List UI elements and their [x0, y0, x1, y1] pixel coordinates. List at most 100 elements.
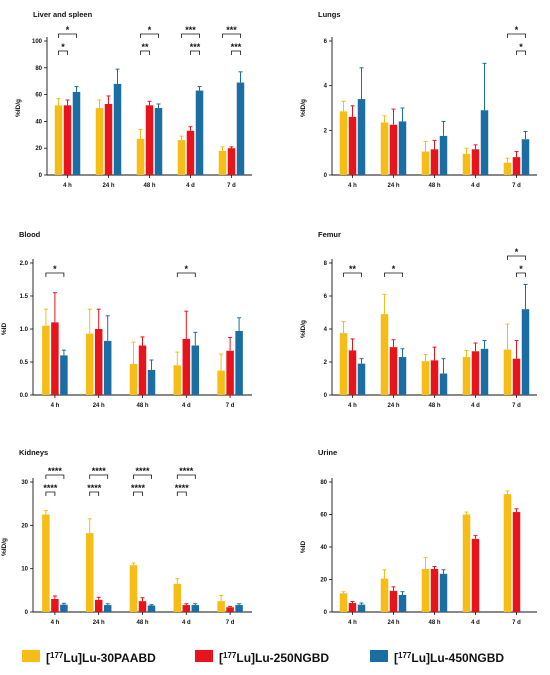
bar — [357, 363, 366, 395]
x-tick-label: 24 h — [387, 620, 399, 626]
bar — [95, 108, 104, 175]
bar — [227, 148, 236, 175]
significance-bracket — [231, 50, 241, 55]
significance-label: **** — [175, 483, 190, 493]
y-tick-label: 20 — [35, 146, 42, 152]
bar — [103, 605, 112, 612]
bar — [236, 82, 245, 175]
significance-bracket — [190, 50, 200, 55]
bar — [521, 309, 530, 395]
y-tick-label: 4 — [324, 327, 328, 333]
x-tick-label: 48 h — [428, 183, 440, 189]
significance-label: **** — [43, 483, 58, 493]
legend-swatch-0 — [22, 650, 40, 662]
significance-bracket — [507, 255, 526, 260]
panel-0: Liver and spleen %ID/g 0 20 40 60 80 100 4 h 24 h… — [15, 10, 252, 189]
y-tick-label: 0 — [39, 173, 43, 179]
y-axis-label: %ID/g — [1, 538, 8, 556]
bar — [380, 314, 389, 395]
significance-bracket — [176, 272, 196, 277]
x-tick-label: 4 d — [471, 620, 480, 626]
x-tick-label: 48 h — [136, 403, 148, 409]
significance-label: * — [392, 264, 396, 274]
y-tick-label: 0 — [25, 610, 29, 616]
bar — [430, 149, 439, 175]
bar — [421, 151, 430, 175]
y-tick-label: 6 — [324, 39, 328, 45]
bar — [398, 357, 407, 395]
panel-title: Liver and spleen — [33, 10, 93, 19]
panel-1: Lungs %ID/g 0 2 4 6 4 h 24 h 48 h 4 d 7 d ** — [300, 10, 537, 189]
bar — [42, 514, 50, 612]
y-tick-label: 80 — [35, 66, 42, 72]
bar — [235, 330, 243, 395]
x-tick-label: 7 d — [512, 183, 521, 189]
y-tick-label: 1.0 — [20, 327, 29, 333]
significance-label: **** — [48, 466, 63, 476]
significance-bracket — [140, 33, 159, 38]
x-tick-label: 4 d — [471, 403, 480, 409]
bar — [430, 568, 439, 612]
y-axis-label: %ID — [300, 541, 307, 554]
bar — [54, 105, 63, 175]
bar — [512, 358, 521, 395]
y-tick-label: 60 — [320, 513, 327, 519]
x-tick-label: 4 d — [182, 403, 191, 409]
significance-bracket — [343, 272, 362, 277]
bar — [173, 583, 182, 612]
legend-label-2: [177Lu]Lu-450NGBD — [394, 651, 504, 665]
bar — [348, 350, 357, 395]
x-tick-label: 7 d — [512, 620, 521, 626]
bar — [154, 108, 163, 175]
legend-swatch-1 — [195, 650, 213, 662]
y-tick-label: 0.0 — [20, 393, 29, 399]
bar — [226, 607, 234, 612]
bar — [421, 568, 430, 612]
bar — [439, 573, 448, 612]
significance-label: * — [53, 264, 57, 274]
bar — [104, 103, 113, 175]
panel-4: Kidneys %ID/g 0 10 20 30 4 h 24 h 48 h 4 d 7 d ****… — [1, 448, 252, 626]
bar — [503, 494, 512, 612]
significance-label: *** — [231, 42, 242, 52]
significance-bracket — [516, 50, 526, 55]
bar — [462, 514, 471, 612]
significance-bracket — [133, 491, 143, 496]
bar — [512, 157, 521, 175]
x-tick-label: 24 h — [93, 620, 105, 626]
significance-label: * — [515, 247, 519, 257]
significance-bracket — [176, 491, 187, 496]
bar — [60, 604, 68, 612]
panel-title: Lungs — [318, 10, 341, 19]
bar — [173, 365, 182, 395]
x-tick-label: 4 d — [471, 183, 480, 189]
bar — [339, 333, 348, 395]
x-tick-label: 4 h — [51, 620, 60, 626]
bar — [357, 99, 366, 175]
significance-bracket — [181, 33, 200, 38]
bar — [480, 110, 489, 175]
bar — [380, 578, 389, 612]
legend: [177Lu]Lu-30PAABD [177Lu]Lu-250NGBD [177… — [22, 650, 504, 665]
legend-swatch-2 — [370, 650, 388, 662]
bar — [512, 512, 521, 612]
y-tick-label: 40 — [35, 119, 42, 125]
significance-label: * — [519, 264, 523, 274]
y-axis-label: %ID/g — [300, 99, 307, 117]
x-tick-label: 4 h — [51, 403, 60, 409]
x-tick-label: 4 h — [348, 403, 357, 409]
y-tick-label: 4 — [324, 84, 328, 90]
significance-label: * — [148, 25, 152, 35]
significance-bracket — [516, 272, 526, 277]
bar — [357, 604, 366, 612]
bar — [147, 369, 156, 395]
bar — [430, 360, 439, 395]
x-tick-label: 4 d — [182, 620, 191, 626]
bar — [503, 349, 512, 395]
bar — [389, 590, 398, 612]
bar — [218, 150, 227, 175]
significance-label: **** — [131, 483, 146, 493]
bar — [462, 153, 471, 175]
bar — [177, 140, 186, 175]
x-tick-label: 4 h — [348, 183, 357, 189]
